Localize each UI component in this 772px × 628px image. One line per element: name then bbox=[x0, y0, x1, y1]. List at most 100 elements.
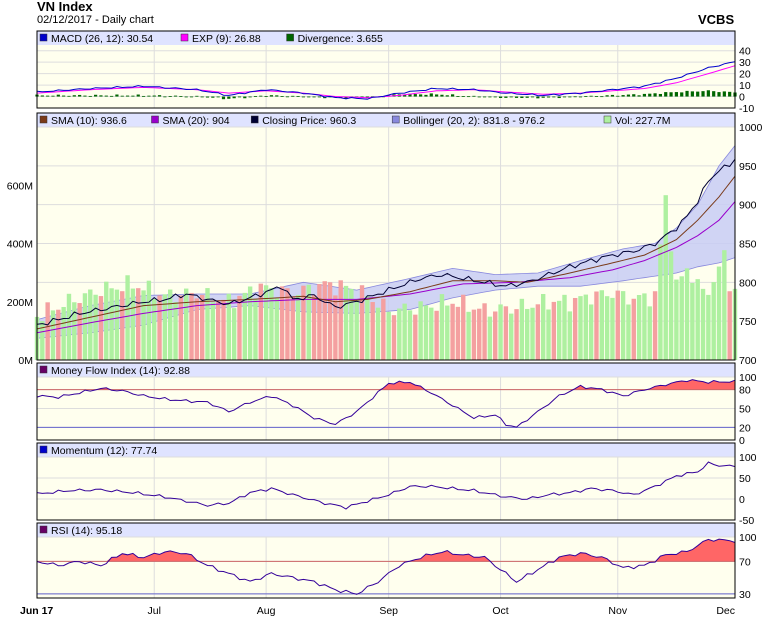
volume-tick-label: 400M bbox=[7, 239, 33, 251]
momentum-legend-label: Momentum (12): 77.74 bbox=[51, 445, 157, 457]
macd-divergence-bar bbox=[248, 96, 252, 98]
mfi-y-tick-label: 20 bbox=[739, 422, 751, 434]
mfi-y-tick-label: 80 bbox=[739, 385, 751, 397]
macd-divergence-bar bbox=[62, 95, 66, 97]
rsi-y-tick-label: 100 bbox=[739, 532, 757, 544]
volume-bar bbox=[461, 294, 466, 360]
volume-bar bbox=[482, 303, 487, 360]
volume-bar bbox=[375, 307, 381, 360]
volume-bar bbox=[146, 280, 152, 360]
brand-label: VCBS bbox=[698, 12, 735, 27]
sma10-line bbox=[36, 175, 736, 330]
volume-bar bbox=[370, 302, 375, 360]
volume-bar bbox=[285, 288, 290, 360]
volume-bar bbox=[429, 307, 434, 360]
macd-divergence-bar bbox=[696, 91, 700, 97]
macd-divergence-bar bbox=[344, 96, 348, 99]
volume-tick-label: 600M bbox=[7, 180, 33, 192]
price-legend-label: Bollinger (20, 2): 831.8 - 976.2 bbox=[403, 115, 545, 127]
macd-legend-label: EXP (9): 26.88 bbox=[192, 33, 261, 45]
volume-bar bbox=[61, 306, 66, 360]
volume-bar bbox=[247, 286, 253, 360]
macd-divergence-bar bbox=[168, 96, 172, 97]
volume-bar bbox=[407, 310, 413, 360]
volume-bar bbox=[455, 306, 461, 360]
macd-divergence-bar bbox=[445, 95, 449, 97]
macd-divergence-bar bbox=[163, 96, 167, 98]
volume-bar bbox=[471, 309, 477, 360]
volume-bar bbox=[652, 291, 658, 360]
macd-divergence-bar bbox=[173, 95, 178, 97]
volume-tick-label: 0M bbox=[18, 355, 33, 367]
volume-bar bbox=[210, 302, 216, 360]
macd-divergence-bar bbox=[493, 96, 497, 98]
volume-bar bbox=[556, 300, 562, 360]
volume-bar bbox=[82, 293, 88, 360]
macd-divergence-bar bbox=[594, 96, 599, 97]
macd-divergence-bar bbox=[195, 95, 199, 97]
macd-divergence-bar bbox=[227, 96, 231, 99]
volume-bar bbox=[631, 298, 636, 360]
chart-title: VN Index bbox=[37, 0, 93, 14]
closing-price-line bbox=[36, 158, 736, 326]
macd-divergence-bar bbox=[307, 96, 311, 98]
macd-divergence-bar bbox=[94, 94, 98, 97]
volume-bar bbox=[354, 299, 359, 360]
volume-bar bbox=[503, 306, 509, 360]
macd-divergence-bar bbox=[259, 95, 263, 97]
macd-divergence-bar bbox=[56, 94, 60, 97]
volume-bar bbox=[50, 310, 56, 360]
macd-divergence-bar bbox=[541, 96, 545, 98]
macd-divergence-bar bbox=[296, 95, 300, 97]
price-y-tick-label: 700 bbox=[739, 355, 757, 367]
price-legend-bar bbox=[37, 113, 735, 127]
macd-divergence-bar bbox=[413, 94, 417, 97]
volume-bar bbox=[572, 297, 578, 360]
macd-divergence-bar bbox=[514, 96, 519, 98]
volume-bar bbox=[343, 285, 349, 360]
volume-bar bbox=[706, 294, 711, 360]
macd-divergence-bar bbox=[264, 96, 268, 97]
rsi-overbought-area bbox=[553, 552, 613, 562]
volume-bar bbox=[514, 309, 519, 360]
macd-divergence-bar bbox=[658, 93, 663, 97]
macd-divergence-bar bbox=[147, 95, 151, 97]
macd-divergence-bar bbox=[419, 94, 423, 97]
mfi-y-tick-label: 0 bbox=[739, 435, 745, 447]
macd-divergence-bar bbox=[253, 96, 258, 97]
volume-bar bbox=[519, 298, 525, 360]
macd-y-tick-label: 10 bbox=[739, 80, 751, 92]
volume-bar bbox=[349, 288, 354, 360]
price-legend-swatch bbox=[391, 115, 400, 124]
volume-bar bbox=[722, 250, 727, 360]
macd-divergence-bar bbox=[610, 94, 615, 97]
macd-y-tick-label: 0 bbox=[739, 92, 745, 104]
macd-divergence-bar bbox=[120, 95, 124, 97]
volume-bar bbox=[636, 295, 642, 360]
volume-bar bbox=[578, 296, 583, 360]
volume-bar bbox=[588, 304, 594, 360]
volume-bar bbox=[205, 288, 210, 360]
macd-divergence-bar bbox=[301, 96, 306, 98]
volume-bar bbox=[381, 298, 386, 360]
momentum-y-tick-label: 50 bbox=[739, 473, 751, 485]
macd-divergence-bar bbox=[115, 94, 119, 97]
price-legend-swatch bbox=[250, 115, 259, 124]
volume-bar bbox=[269, 287, 274, 360]
rsi-y-tick-label: 30 bbox=[739, 589, 751, 601]
volume-bar bbox=[290, 296, 295, 360]
price-y-tick-label: 950 bbox=[739, 161, 757, 173]
macd-divergence-bar bbox=[408, 93, 412, 97]
macd-divergence-bar bbox=[685, 90, 689, 97]
macd-divergence-bar bbox=[456, 96, 460, 97]
volume-bar bbox=[183, 288, 189, 360]
macd-divergence-bar bbox=[109, 95, 114, 97]
volume-bar bbox=[716, 266, 722, 360]
volume-bar bbox=[583, 294, 589, 360]
macd-divergence-bar bbox=[578, 96, 583, 98]
volume-bar bbox=[711, 282, 716, 360]
volume-bar bbox=[610, 297, 615, 360]
macd-divergence-bar bbox=[477, 96, 481, 98]
macd-divergence-bar bbox=[179, 96, 183, 97]
